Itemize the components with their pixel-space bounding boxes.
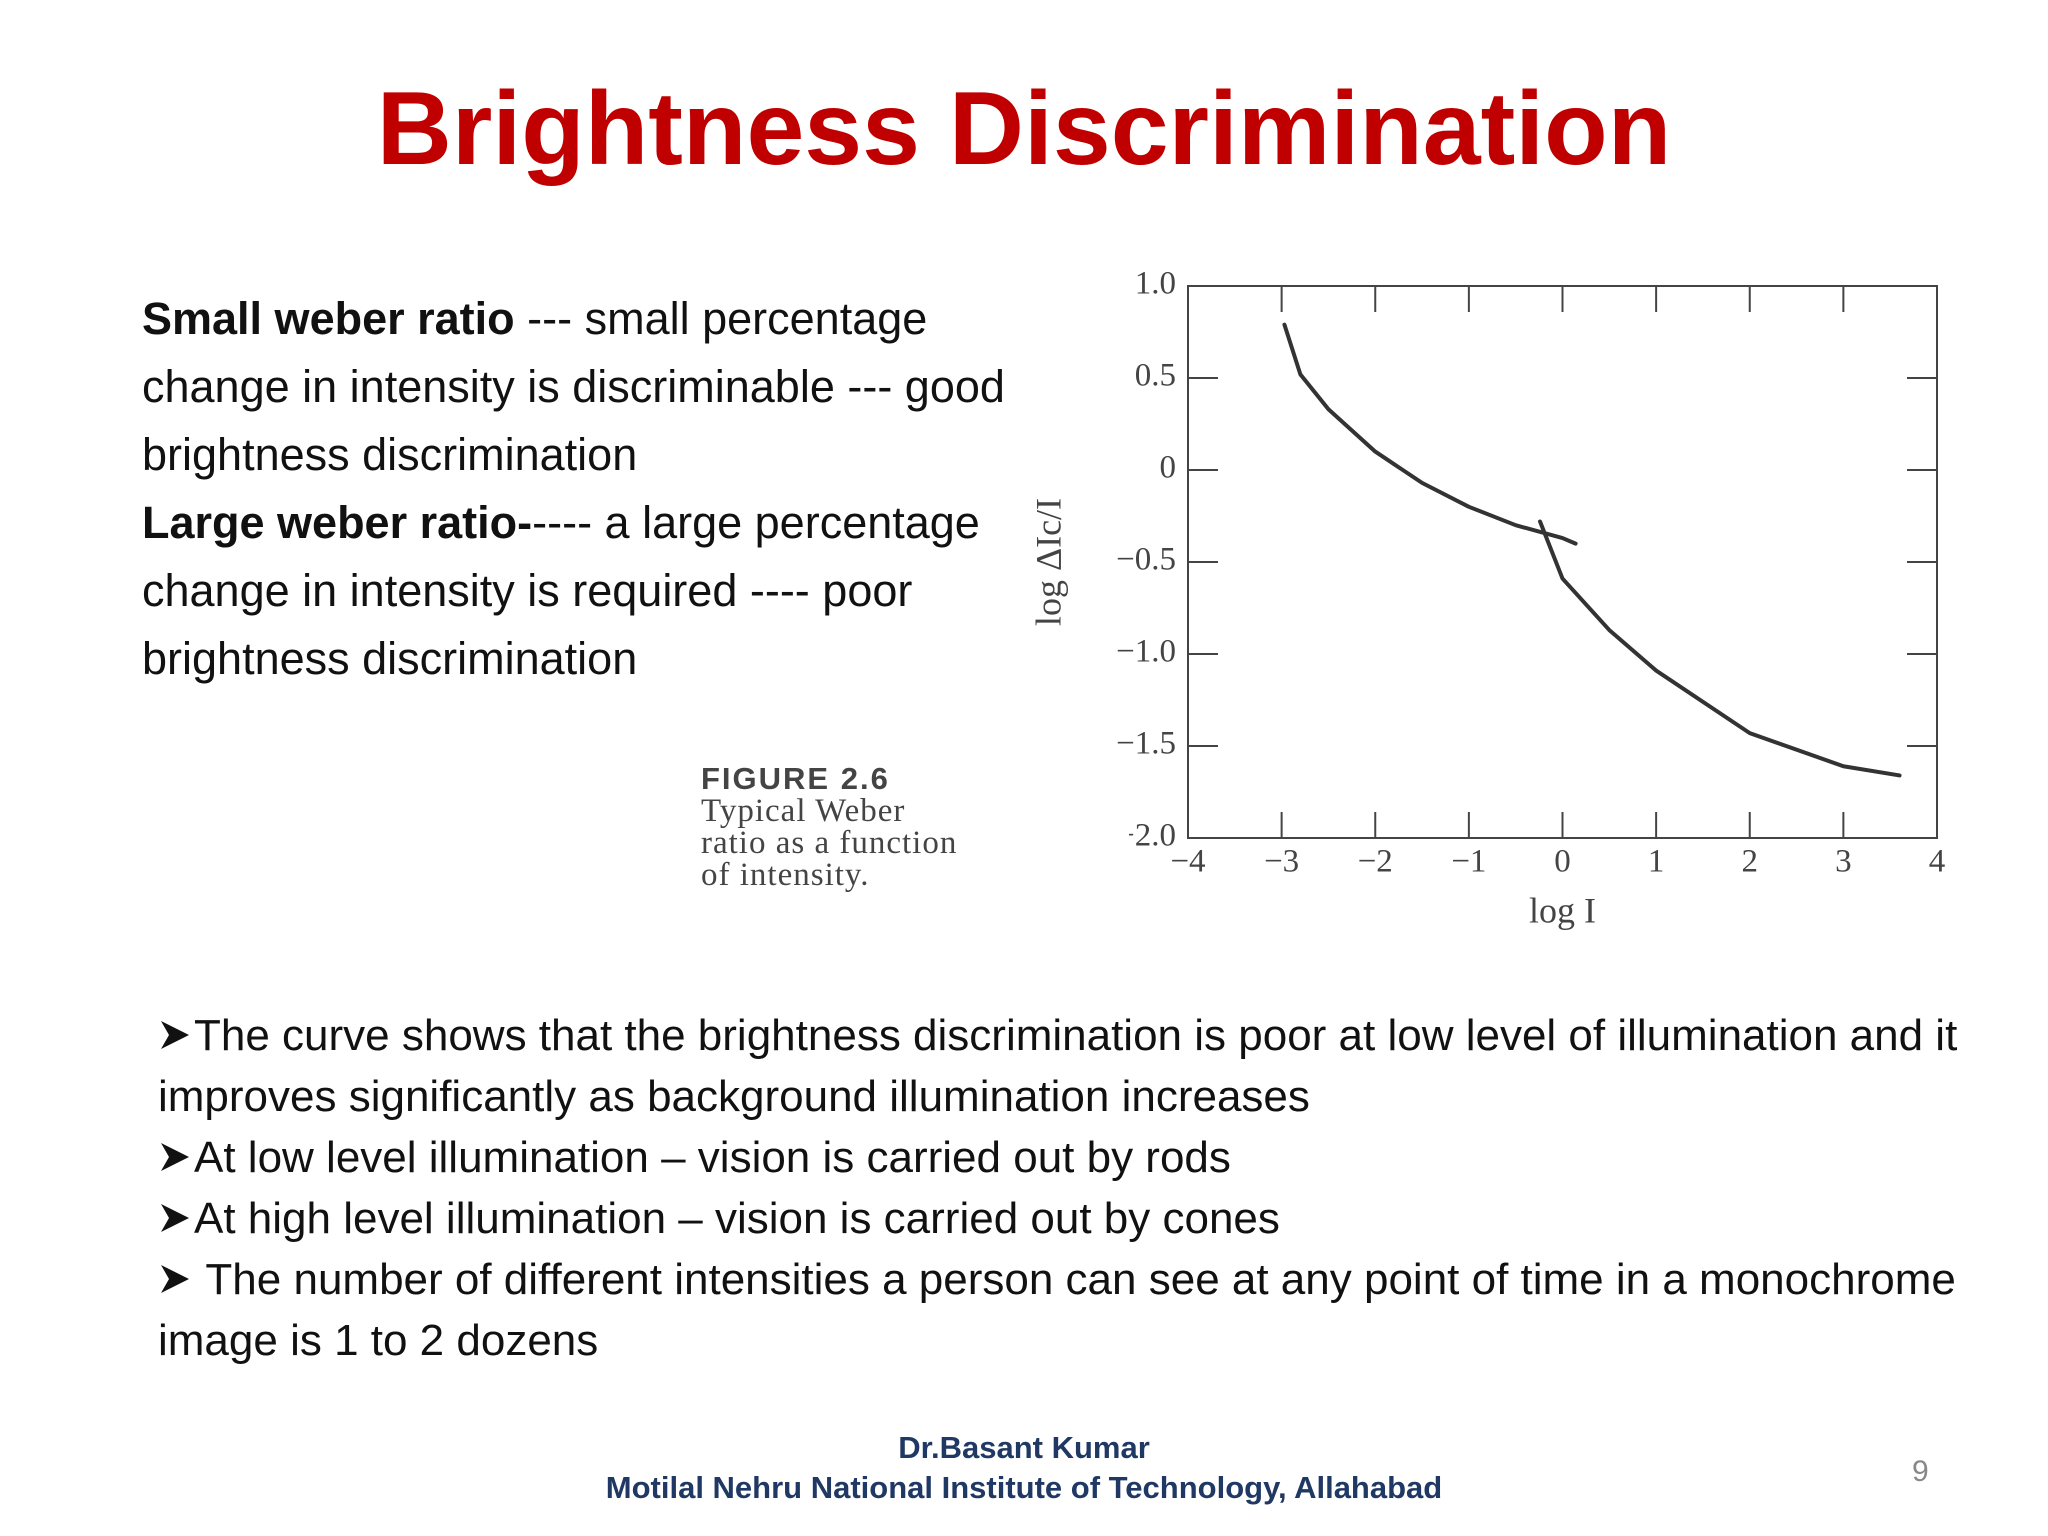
bullet: The curve shows that the brightness disc… (158, 1005, 1988, 1127)
x-tick-label: 3 (1835, 844, 1852, 880)
bullet-arrow-shape (161, 1265, 189, 1293)
intro-paragraph: Large weber ratio----- a large percentag… (142, 489, 1022, 693)
x-tick-label: −4 (1170, 844, 1205, 880)
intro-text: ---- a large percentage change in intens… (142, 497, 980, 684)
y-axis-label: log ΔIc/I (1028, 498, 1068, 626)
y-tick-label: −1.5 (1116, 726, 1176, 762)
caption-line: ratio as a function (701, 825, 958, 861)
footer-institute: Motilal Nehru National Institute of Tech… (605, 1470, 1443, 1505)
bullet-text: The number of different intensities a pe… (158, 1255, 1956, 1365)
footer: Dr.Basant Kumar Motilal Nehru National I… (0, 1428, 2048, 1508)
bullet-arrow-shape (161, 1143, 189, 1171)
x-tick-label: −2 (1358, 844, 1393, 880)
x-axis-label: log I (1529, 890, 1596, 930)
bullet-arrow-shape (161, 1021, 189, 1049)
intro-paragraph: Small weber ratio --- small percentage c… (142, 285, 1022, 489)
caption-line: of intensity. (701, 857, 870, 893)
bullet-arrow (161, 1204, 189, 1232)
x-tick-label: −1 (1451, 844, 1486, 880)
x-tick-label: 4 (1929, 844, 1946, 880)
curve (1538, 519, 1902, 778)
bullet: At high level illumination – vision is c… (158, 1188, 1988, 1249)
y-tick-label: 1.0 (1135, 266, 1176, 302)
intro-text: Small weber ratio --- small percentage c… (142, 285, 1022, 693)
x-tick-label: 2 (1742, 844, 1759, 880)
bullet: At low level illumination – vision is ca… (158, 1127, 1988, 1188)
slide-title: Brightness Discrimination (376, 71, 1672, 187)
bullet: The number of different intensities a pe… (158, 1249, 1988, 1371)
x-tick-label: 0 (1554, 844, 1571, 880)
bullet-arrow (161, 1265, 189, 1293)
footer-author: Dr.Basant Kumar (898, 1430, 1150, 1465)
figure-caption: FIGURE 2.6 Typical Weber ratio as a funct… (689, 759, 1129, 899)
caption-label: FIGURE 2.6 (701, 761, 890, 796)
intro-bold: Large weber ratio- (142, 497, 533, 548)
curve (1282, 322, 1578, 546)
y-tick-label: 0.5 (1135, 358, 1176, 394)
bullet-arrow-shape (161, 1204, 189, 1232)
intro-bold: Small weber ratio (142, 293, 515, 344)
bullet-arrow (161, 1021, 189, 1049)
x-tick-label: −3 (1264, 844, 1299, 880)
intro-text: --- small percentage change in intensity… (142, 293, 1005, 480)
bullet-text: The curve shows that the brightness disc… (158, 1011, 1958, 1121)
caption-line: Typical Weber (701, 793, 906, 829)
x-tick-label: 1 (1648, 844, 1665, 880)
y-tick-label: −1.0 (1116, 634, 1176, 670)
page-number: 9 (1912, 1455, 1929, 1488)
bullet-arrow (161, 1143, 189, 1171)
bullet-text: At low level illumination – vision is ca… (194, 1133, 1231, 1182)
bullet-text: At high level illumination – vision is c… (194, 1194, 1280, 1243)
bullet-list: The curve shows that the brightness disc… (158, 1005, 1988, 1371)
y-tick-label: 0 (1160, 450, 1177, 486)
y-tick-label: −0.5 (1116, 542, 1176, 578)
